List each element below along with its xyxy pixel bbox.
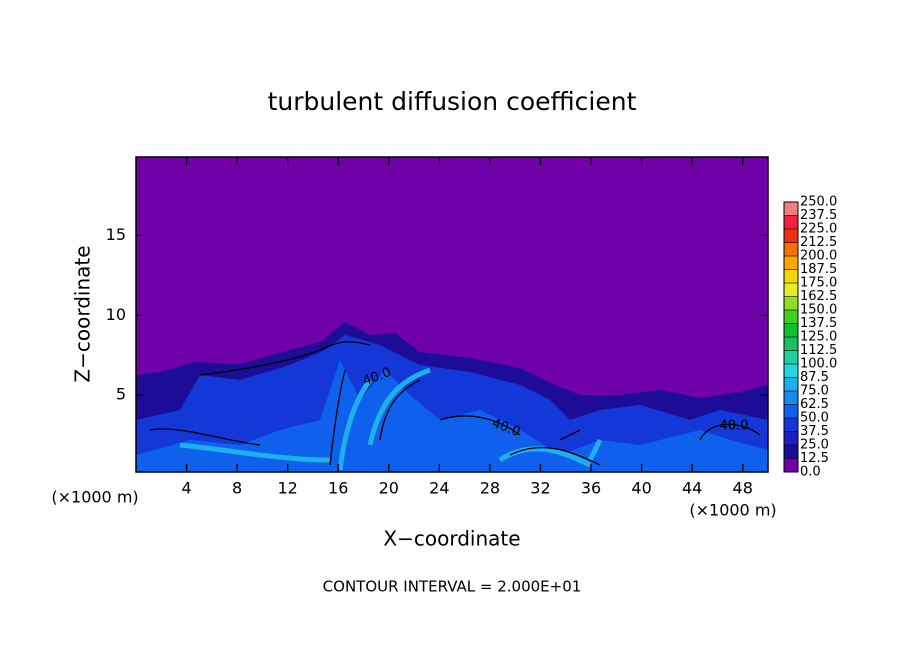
x-tick-label: 40 [631,479,651,498]
colorbar-segment [784,404,798,418]
x-tick-label: 12 [278,479,298,498]
footnote: CONTOUR INTERVAL = 2.000E+01 [323,578,582,596]
x-tick-label: 16 [328,479,348,498]
colorbar-label: 100.0 [800,357,837,372]
colorbar-segment [784,458,798,472]
colorbar-segment [784,256,798,270]
x-unit-label: (×1000 m) [689,501,776,520]
colorbar-label: 175.0 [800,276,837,291]
x-axis-label: X−coordinate [383,527,520,551]
y-tick-label: 5 [116,385,126,404]
colorbar-segment [784,229,798,243]
colorbar-label: 87.5 [800,370,829,385]
colorbar-label: 37.5 [800,424,829,439]
colorbar-label: 62.5 [800,397,829,412]
colorbar-segment [784,364,798,378]
colorbar-segment [784,431,798,445]
x-tick-label: 4 [181,479,191,498]
colorbar-segment [784,296,798,310]
x-tick-label: 24 [429,479,449,498]
chart-title: turbulent diffusion coefficient [268,87,637,116]
x-tick-label: 36 [581,479,601,498]
colorbar-segment [784,377,798,391]
colorbar-label: 187.5 [800,262,837,277]
colorbar-label: 25.0 [800,438,829,453]
x-unit-label: (×1000 m) [51,488,138,507]
colorbar-segment [784,283,798,297]
field-region [136,360,768,472]
x-tick-label: 44 [682,479,702,498]
colorbar-label: 137.5 [800,316,837,331]
colorbar-label: 162.5 [800,289,837,304]
colorbar-segment [784,242,798,256]
colorbar-label: 250.0 [800,195,837,210]
colorbar-label: 212.5 [800,235,837,250]
colorbar-segment [784,350,798,364]
x-tick-label: 32 [530,479,550,498]
colorbar-label: 112.5 [800,343,837,358]
x-tick-label: 48 [733,479,753,498]
y-tick-label: 10 [106,305,126,324]
colorbar-label: 50.0 [800,411,829,426]
y-tick-label: 15 [106,225,126,244]
colorbar-label: 237.5 [800,208,837,223]
colorbar-label: 75.0 [800,384,829,399]
x-tick-label: 8 [232,479,242,498]
field [136,157,768,472]
colorbar-segment [784,202,798,216]
colorbar-label: 125.0 [800,330,837,345]
colorbar-label: 12.5 [800,451,829,466]
colorbar-segment [784,391,798,405]
y-axis-label: Z−coordinate [71,245,95,382]
colorbar-segment [784,215,798,229]
contour-line [149,341,761,466]
field-streak [179,367,603,471]
colorbar-segment [784,418,798,432]
colorbar-segment [784,323,798,337]
x-tick-label: 28 [480,479,500,498]
plot-frame [135,156,769,473]
colorbar-segment [784,445,798,459]
x-tick-label: 20 [379,479,399,498]
colorbar-segment [784,337,798,351]
colorbar-label: 0.0 [800,465,821,480]
contour-label: 40.0 [720,419,749,434]
colorbar-segment [784,269,798,283]
colorbar-label: 225.0 [800,222,837,237]
colorbar-label: 150.0 [800,303,837,318]
colorbar-label: 200.0 [800,249,837,264]
colorbar-segment [784,310,798,324]
